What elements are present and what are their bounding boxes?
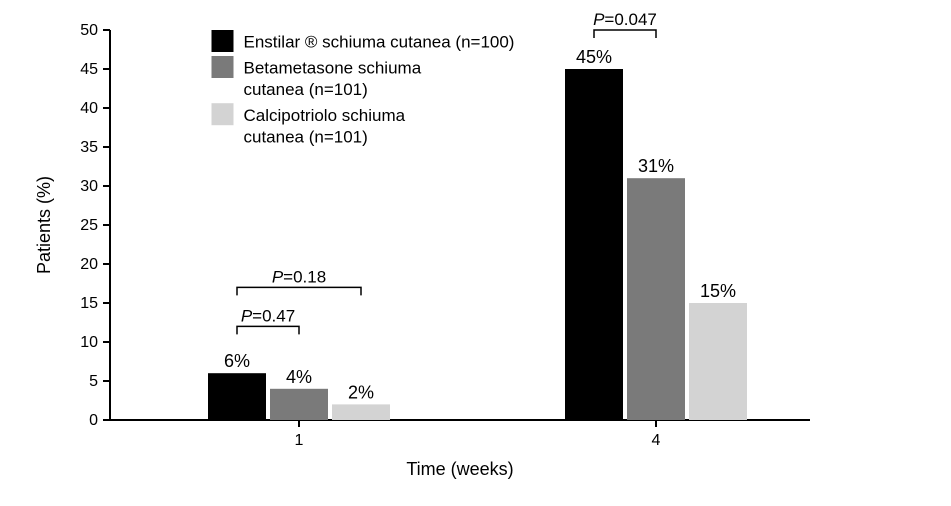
p-value-label: P=0.47 [241, 306, 295, 325]
bar [627, 178, 685, 420]
legend-label: Enstilar ® schiuma cutanea (n=100) [244, 33, 515, 52]
bar-value-label: 6% [224, 351, 250, 371]
y-tick-label: 40 [80, 100, 98, 117]
p-value-label: P=0.18 [272, 267, 326, 286]
bar [565, 69, 623, 420]
y-tick-label: 25 [80, 217, 98, 234]
p-value-label: P=0.047 [593, 10, 657, 29]
y-tick-label: 5 [89, 373, 98, 390]
bar-value-label: 4% [286, 367, 312, 387]
legend-swatch [212, 103, 234, 125]
bar-value-label: 45% [576, 47, 612, 67]
bar [270, 389, 328, 420]
legend-swatch [212, 30, 234, 52]
legend-swatch [212, 56, 234, 78]
p-bracket [594, 30, 656, 38]
bar [332, 404, 390, 420]
bar [208, 373, 266, 420]
bar [689, 303, 747, 420]
p-bracket [237, 287, 361, 295]
y-tick-label: 20 [80, 256, 98, 273]
y-tick-label: 10 [80, 334, 98, 351]
x-tick-label: 1 [295, 432, 304, 449]
legend-label: cutanea (n=101) [244, 127, 368, 146]
x-tick-label: 4 [652, 432, 661, 449]
y-tick-label: 50 [80, 22, 98, 39]
y-axis-label: Patients (%) [34, 176, 54, 274]
bar-value-label: 15% [700, 281, 736, 301]
y-tick-label: 35 [80, 139, 98, 156]
y-tick-label: 0 [89, 412, 98, 429]
legend-label: Calcipotriolo schiuma [244, 106, 406, 125]
y-tick-label: 30 [80, 178, 98, 195]
legend-label: cutanea (n=101) [244, 80, 368, 99]
grouped-bar-chart: 0 5 10 15 20 25 30 35 40 45 50 Patients (%) Time (we… [0, 0, 951, 506]
x-axis-label: Time (weeks) [406, 459, 513, 479]
bar-value-label: 31% [638, 156, 674, 176]
p-bracket [237, 326, 299, 334]
y-tick-label: 15 [80, 295, 98, 312]
bar-value-label: 2% [348, 382, 374, 402]
y-tick-label: 45 [80, 61, 98, 78]
legend-label: Betametasone schiuma [244, 59, 422, 78]
